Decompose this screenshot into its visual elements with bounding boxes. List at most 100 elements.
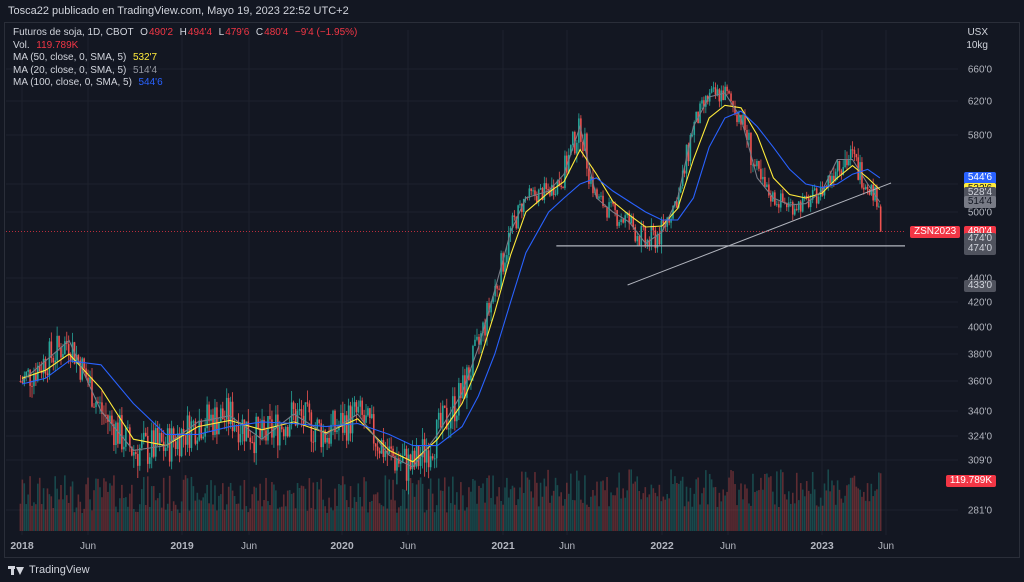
candle-body	[75, 354, 78, 364]
volume-bar	[764, 473, 766, 531]
candle-body	[478, 336, 480, 345]
volume-bar	[192, 486, 195, 531]
candle-body	[56, 335, 58, 361]
candle-body	[421, 439, 424, 458]
candle-body	[251, 441, 254, 443]
volume-bar	[115, 506, 117, 531]
candle-body	[766, 184, 768, 188]
chart-frame[interactable]	[4, 22, 1020, 558]
candle-body	[462, 375, 464, 399]
candle-body	[99, 402, 101, 404]
candle-body	[378, 450, 381, 454]
candle-body	[776, 204, 778, 206]
candle-body	[543, 183, 546, 200]
candle-body	[598, 196, 600, 199]
volume-bar	[31, 505, 33, 531]
candle-body	[194, 421, 197, 444]
volume-bar	[484, 502, 486, 531]
volume-bar	[466, 507, 468, 531]
brand-name: TradingView	[29, 564, 90, 576]
candle-body	[46, 373, 49, 376]
volume-bar	[178, 512, 181, 531]
legend-ma20-row[interactable]: MA (20, close, 0, SMA, 5) 514'4	[13, 65, 358, 78]
volume-bar	[782, 472, 784, 531]
volume-bar	[590, 496, 592, 531]
volume-bar	[716, 506, 719, 531]
volume-bar	[708, 473, 711, 531]
price-badge: 544'6	[963, 172, 996, 185]
volume-label: Vol.	[13, 39, 30, 51]
candle-body	[263, 419, 265, 431]
candle-body	[355, 402, 358, 413]
candle-body	[596, 189, 598, 199]
legend-ma50-row[interactable]: MA (50, close, 0, SMA, 5) 532'7	[13, 52, 358, 65]
volume-bar	[803, 496, 806, 531]
candle-body	[851, 149, 854, 151]
candle-body	[300, 409, 303, 416]
volume-bar	[347, 507, 350, 531]
volume-bar	[87, 477, 89, 531]
volume-bar	[543, 478, 546, 531]
axis-unit[interactable]: USX 10kg	[966, 26, 988, 52]
volume-bar	[584, 475, 586, 531]
volume-bar	[670, 469, 672, 531]
volume-bar	[866, 483, 869, 531]
candle-body	[180, 429, 183, 457]
candle-body	[811, 190, 814, 200]
volume-bar	[25, 504, 28, 531]
candle-body	[864, 186, 867, 190]
volume-bar	[752, 473, 754, 531]
candle-body	[778, 204, 780, 208]
candle-body	[630, 216, 633, 224]
volume-bar	[216, 510, 218, 531]
candle-body	[25, 371, 28, 376]
volume-bar	[117, 512, 119, 531]
legend-ma100-row[interactable]: MA (100, close, 0, SMA, 5) 544'6	[13, 77, 358, 90]
volume-bar	[388, 479, 391, 531]
candle-body	[42, 358, 45, 374]
volume-bar	[521, 471, 523, 531]
candle-body	[38, 365, 41, 371]
volume-bar	[419, 477, 422, 531]
volume-bar	[99, 487, 101, 531]
volume-bar	[413, 496, 416, 531]
candle-body	[210, 414, 212, 422]
candle-body	[452, 396, 454, 418]
candle-body	[756, 160, 758, 167]
candle-body	[338, 425, 340, 431]
volume-bar	[372, 494, 375, 531]
candle-body	[836, 160, 839, 172]
candle-body	[568, 154, 570, 173]
candle-body	[476, 336, 478, 340]
candle-body	[431, 456, 434, 459]
tradingview-logo[interactable]: TradingView	[8, 564, 90, 576]
volume-bar	[760, 477, 762, 531]
volume-bar	[864, 500, 867, 531]
candle-body	[844, 159, 846, 168]
candle-body	[133, 452, 135, 456]
candle-body	[764, 176, 766, 188]
candle-body	[474, 339, 476, 346]
volume-bar	[156, 498, 159, 531]
legend-volume-row[interactable]: Vol. 119.789K	[13, 40, 358, 53]
volume-bar	[158, 492, 161, 531]
candle-body	[576, 142, 578, 154]
volume-bar	[482, 483, 484, 531]
candle-body	[328, 437, 330, 444]
volume-bar	[42, 488, 45, 531]
ma20-label: MA (20, close, 0, SMA, 5)	[13, 64, 127, 76]
candle-body	[214, 407, 216, 435]
volume-bar	[805, 481, 808, 531]
volume-bar	[52, 507, 55, 531]
candle-body	[672, 205, 674, 219]
price-chart[interactable]: 660'0620'0580'0540'0500'0440'0420'0400'0…	[0, 0, 1024, 558]
candle-body	[249, 437, 252, 442]
symbol-name[interactable]: Futuros de soja, 1D, CBOT	[13, 27, 134, 38]
volume-bar	[614, 495, 616, 531]
volume-bar	[656, 496, 659, 531]
volume-bar	[556, 485, 559, 531]
candle-body	[744, 114, 746, 131]
candle-body	[570, 145, 572, 155]
volume-bar	[560, 492, 562, 531]
volume-bar	[728, 477, 730, 531]
